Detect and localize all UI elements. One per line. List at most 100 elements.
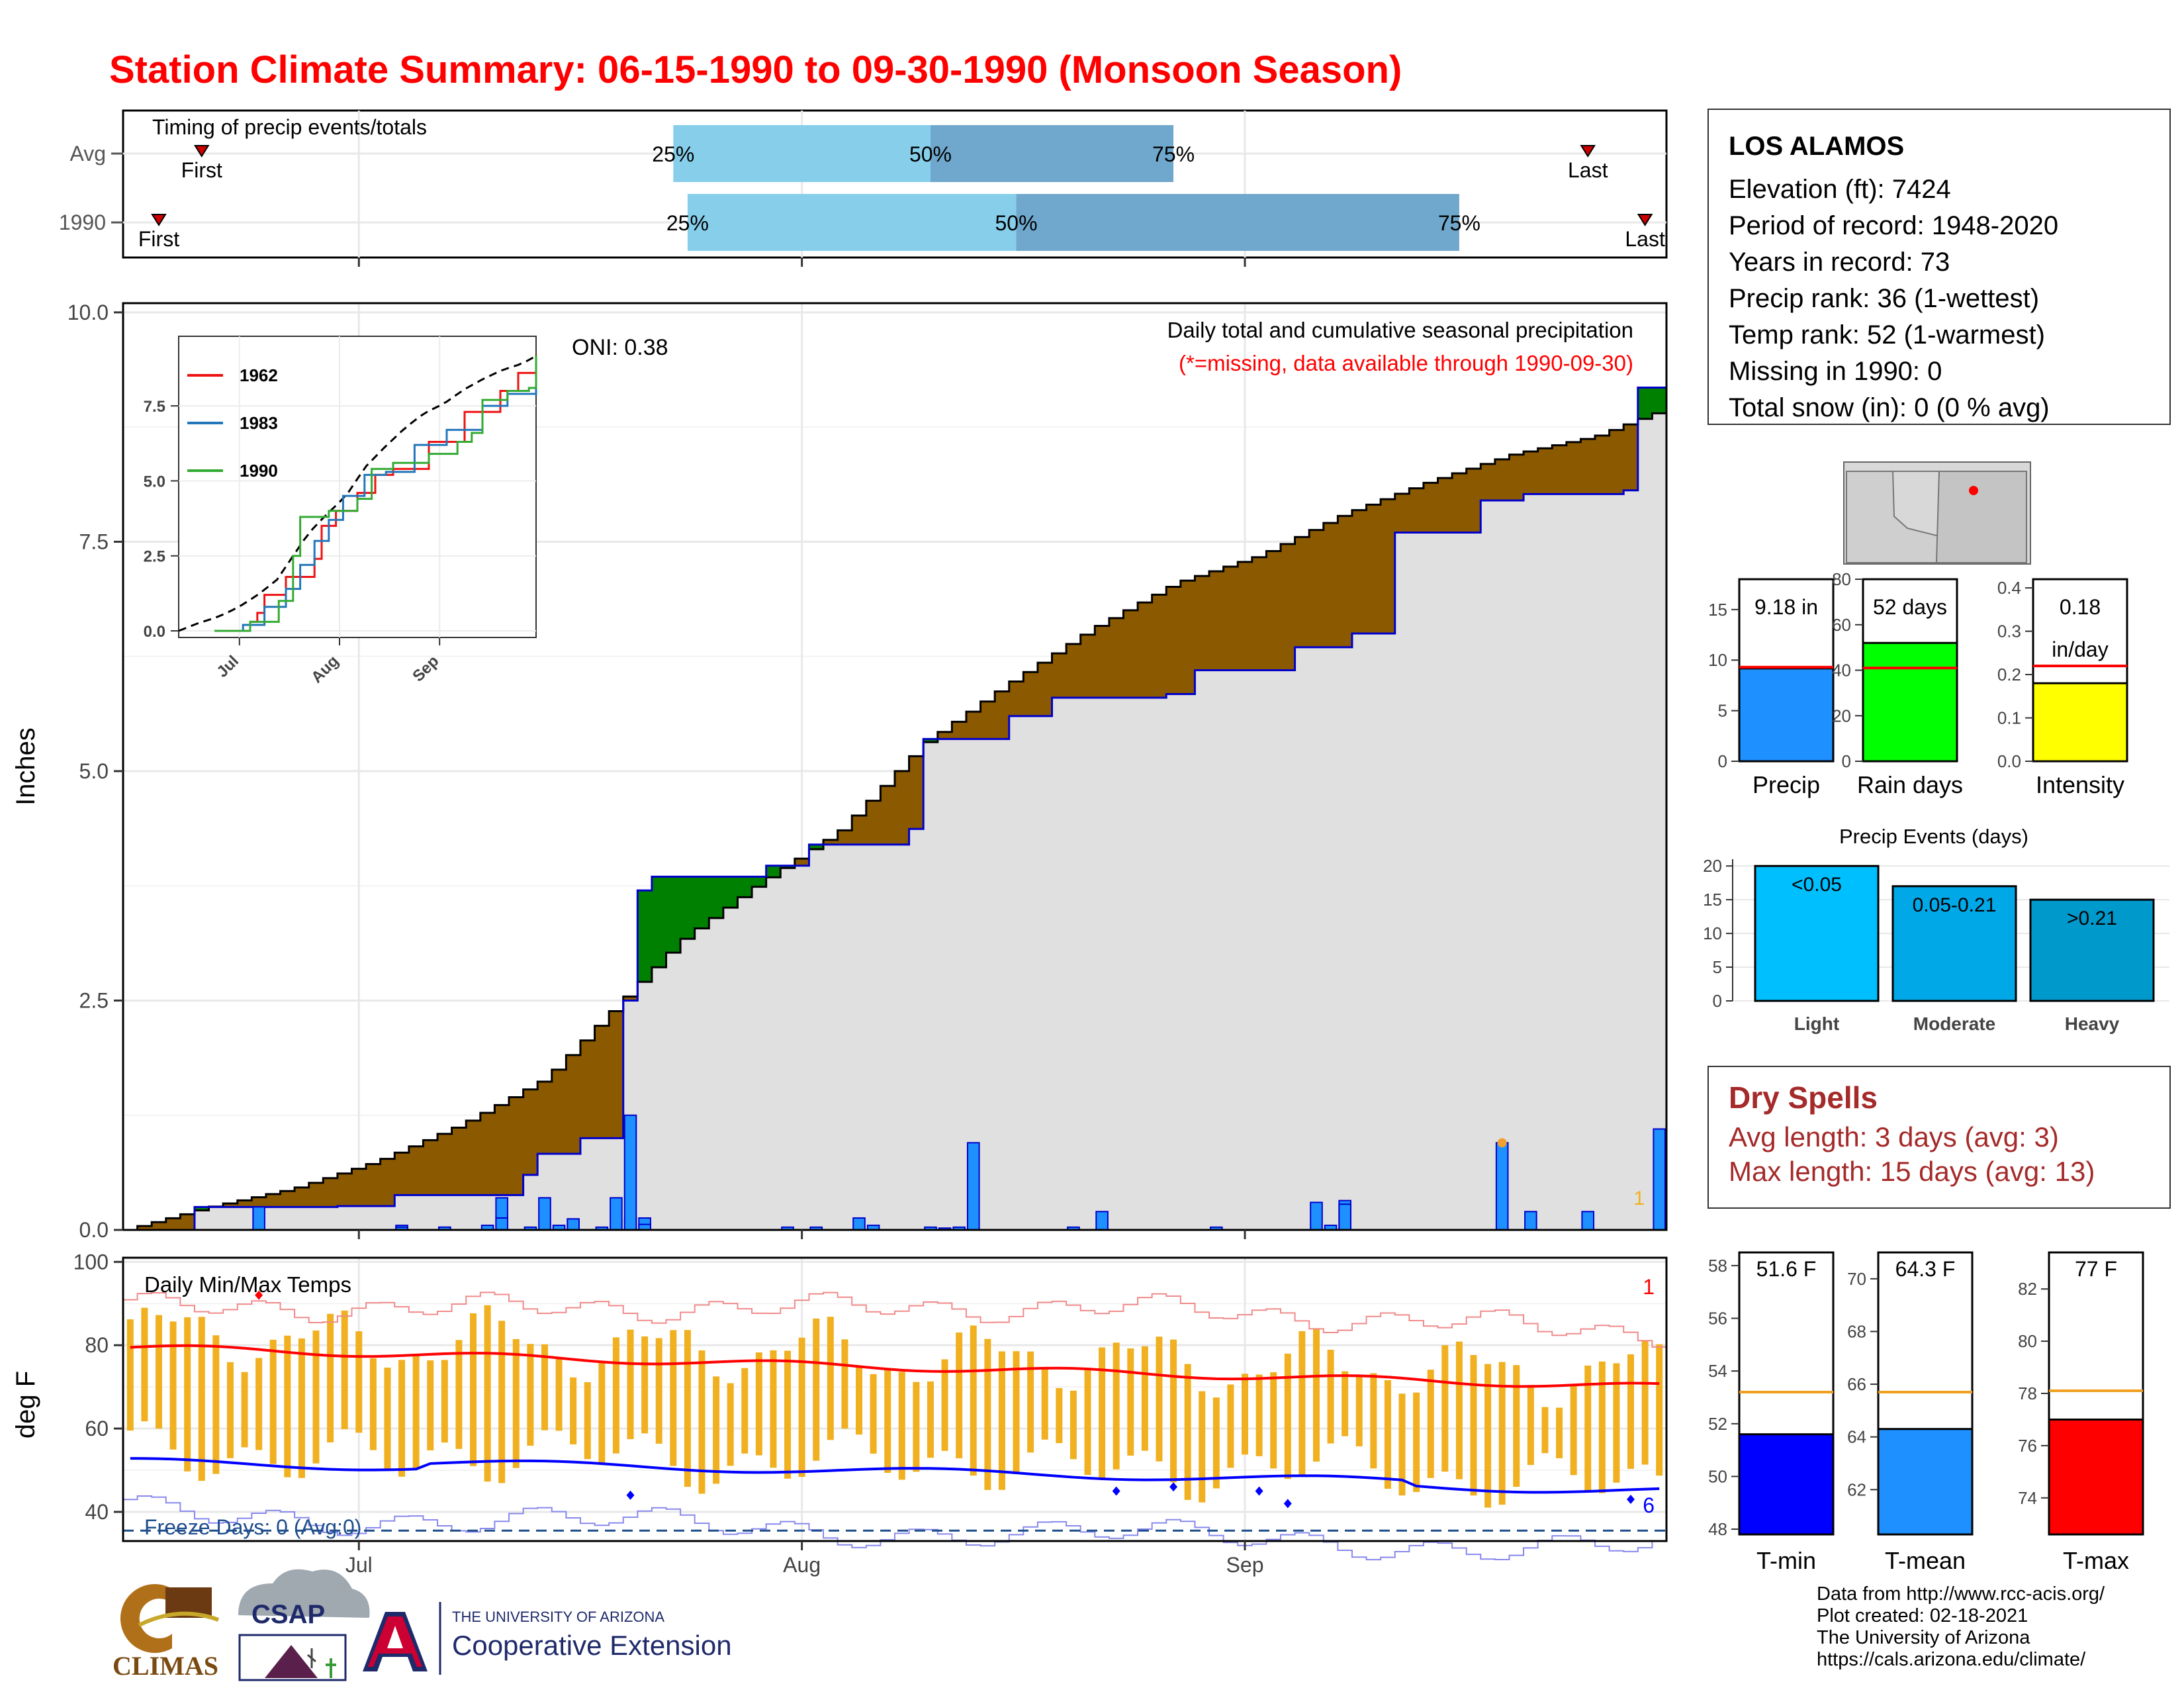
cumulative-difference-area (223, 1203, 238, 1207)
daily-temp-range-bar (684, 1330, 691, 1487)
temp-bar-t-mean (1877, 1428, 1974, 1536)
cumulative-base-area (509, 1195, 524, 1230)
daily-temp-range-bar (1084, 1370, 1091, 1476)
daily-temp-range-bar (1342, 1371, 1349, 1436)
record-high-line (123, 1291, 1666, 1348)
inset-frame (178, 336, 537, 638)
timing-last-marker (1637, 214, 1653, 226)
events-bar-label: Light (1794, 1013, 1839, 1034)
daily-temp-range-bar (884, 1370, 891, 1473)
cumulative-base-area (394, 1195, 410, 1230)
csap-snowflake (307, 1648, 316, 1668)
cumulative-base-area (952, 739, 967, 1230)
daily-temp-range-bar (1355, 1376, 1363, 1446)
cumulative-difference-area (937, 731, 952, 739)
daily-precip-bar (567, 1218, 580, 1231)
daily-temp-range-bar (1598, 1361, 1606, 1493)
cumulative-difference-area (694, 876, 709, 929)
summary-bars: 9.18 in Precip 0 5 10 15 52 days Rain days 0 20 40… (1708, 569, 2128, 798)
precip-note: Daily total and cumulative seasonal prec… (1167, 318, 1633, 342)
daily-temp-range-bar (312, 1330, 320, 1464)
cumulative-base-area (709, 917, 724, 1230)
daily-temp-range-bar (555, 1357, 563, 1431)
daily-temp-range-bar (512, 1338, 520, 1468)
daily-temp-range-bar (1484, 1364, 1492, 1508)
cumulative-difference-area (737, 876, 752, 898)
precip-ytick-label: 2.5 (79, 988, 109, 1012)
timing-label: Timing of precip events/totals (152, 115, 427, 139)
temp-bar-ytick-label: 78 (2018, 1383, 2037, 1403)
daily-temp-range-bar (598, 1362, 606, 1464)
summary-bar-label: Intensity (2036, 771, 2124, 798)
summary-bar-value: 0.18 (2060, 595, 2101, 619)
cumulative-base-area (1595, 494, 1610, 1230)
daily-precip-bar (966, 1142, 980, 1231)
cumulative-base-area (1537, 494, 1553, 1230)
cumulative-base-area (1095, 698, 1110, 1230)
cumulative-difference-area (1223, 566, 1238, 671)
daily-temp-range-bar (941, 1359, 948, 1451)
precip-missing-note: (*=missing, data available through 1990-… (1179, 351, 1633, 375)
station-temp-rank: Temp rank: 52 (1-warmest) (1729, 320, 2045, 350)
daily-temp-range-bar (727, 1383, 734, 1466)
daily-temp-range-bar (255, 1358, 263, 1450)
daily-temp-range-bar (612, 1337, 619, 1454)
temp-bottom-rank: 6 (1643, 1493, 1655, 1517)
cumulative-base-area (837, 844, 852, 1230)
cumulative-base-area (1123, 698, 1138, 1230)
daily-temp-range-bar (141, 1307, 148, 1422)
daily-temp-range-bar (498, 1321, 506, 1483)
daily-temp-range-bar (1298, 1331, 1306, 1477)
cumulative-difference-area (1480, 463, 1496, 501)
daily-temp-range-bar (126, 1319, 134, 1431)
record-low-marker (626, 1490, 635, 1500)
summary-bar-label: Rain days (1857, 771, 1963, 798)
cumulative-base-area (566, 1153, 581, 1230)
cumulative-base-area (1609, 494, 1624, 1230)
daily-temp-range-bar (1327, 1349, 1334, 1444)
cumulative-base-area (1152, 698, 1167, 1230)
temp-xtick-label: Sep (1226, 1553, 1264, 1577)
record-precip-marker (1497, 1138, 1507, 1148)
daily-temp-range-bar (841, 1339, 848, 1429)
cumulative-difference-area (880, 786, 895, 845)
daily-temp-range-bar (898, 1372, 905, 1480)
cumulative-difference-area (594, 1025, 610, 1139)
record-low-marker (1112, 1486, 1120, 1496)
cumulative-base-area (366, 1205, 381, 1230)
cumulative-difference-area (380, 1158, 395, 1206)
cumulative-base-area (1566, 494, 1582, 1230)
cumulative-base-area (1266, 670, 1281, 1230)
daily-precip-bar (1524, 1211, 1537, 1231)
daily-temp-range-bar (870, 1374, 877, 1454)
credit-line-url: https://cals.arizona.edu/climate/ (1817, 1649, 2086, 1670)
cumulative-difference-area (1623, 424, 1639, 491)
temp-bar-value: 77 F (2075, 1257, 2117, 1281)
summary-bar-ytick-label: 80 (1832, 569, 1851, 589)
summary-bar-value-unit: in/day (2052, 637, 2108, 661)
daily-temp-range-bar (984, 1338, 991, 1490)
daily-temp-range-bar (412, 1354, 420, 1470)
daily-temp-range-bar (1498, 1362, 1506, 1505)
cumulative-base-area (1323, 647, 1338, 1230)
cumulative-difference-area (1381, 499, 1396, 634)
daily-precip-bar (623, 1114, 637, 1231)
cumulative-difference-area (295, 1187, 310, 1207)
temp-xtick-label: Jul (345, 1553, 373, 1577)
cumulative-base-area (265, 1207, 281, 1230)
cumulative-base-area (1295, 647, 1310, 1230)
cumulative-base-area (1281, 670, 1296, 1230)
cumulative-difference-area (1609, 430, 1624, 494)
temp-bar-t-min (1738, 1433, 1835, 1536)
cumulative-difference-area (1023, 672, 1038, 716)
daily-temp-range-bar (284, 1335, 291, 1477)
temp-panel-bg (123, 1258, 1666, 1541)
cumulative-base-area (966, 739, 981, 1230)
avg-tmin-line (130, 1457, 1660, 1494)
summary-bar-value: 52 days (1873, 595, 1947, 619)
dry-spells-box: Dry Spells Avg length: 3 days (avg: 3) M… (1707, 1066, 2171, 1209)
daily-precip-bar (1581, 1211, 1595, 1231)
cumulative-difference-area (823, 839, 839, 845)
daily-temp-range-bar (1441, 1345, 1449, 1472)
cumulative-base-area (723, 908, 739, 1230)
